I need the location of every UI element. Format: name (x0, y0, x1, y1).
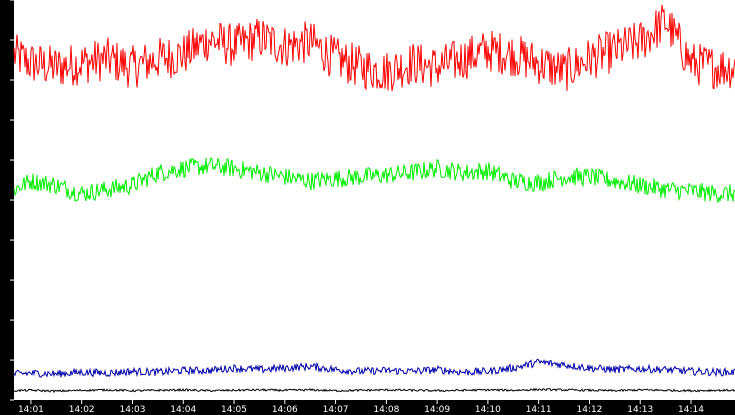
x-tick-label: 14:06 (272, 405, 298, 415)
y-tick-label: 949 (3, 303, 13, 320)
y-tick-label: 4274 (3, 17, 13, 40)
x-axis-band (0, 400, 735, 415)
series-layer (13, 4, 735, 394)
y-tick-label: 3324 (3, 97, 13, 120)
series-line-1 (13, 157, 735, 203)
x-tick-label: 14:01 (18, 405, 44, 415)
y-tick-label: 2374 (3, 177, 13, 200)
x-tick-layer: 14:01 14:02 14:03 14:04 14:05 14:06 14:07 14:08… (18, 400, 704, 415)
series-line-3 (13, 387, 735, 394)
y-tick-label: 3799 (3, 57, 13, 80)
x-tick-label: 14:13 (627, 405, 653, 415)
x-tick-label: 14:04 (170, 405, 196, 415)
series-line-2 (13, 358, 735, 378)
x-tick-label: 14:10 (475, 405, 501, 415)
x-tick-label: 14:14 (678, 405, 704, 415)
x-tick-label: 14:11 (526, 405, 552, 415)
y-axis-band (0, 0, 14, 400)
x-tick-label: 14:07 (323, 405, 349, 415)
x-tick-label: 14:02 (69, 405, 95, 415)
x-tick-label: 14:12 (576, 405, 602, 415)
x-tick-label: 14:09 (424, 405, 450, 415)
y-tick-label: 0 (3, 393, 13, 399)
y-tick-label: 474 (3, 343, 13, 360)
y-tick-label: 1424 (3, 257, 13, 280)
y-tick-label: 2849 (3, 137, 13, 160)
y-tick-label: 1899 (3, 217, 13, 240)
x-tick-label: 14:08 (373, 405, 399, 415)
series-line-0 (13, 4, 735, 92)
x-tick-label: 14:05 (221, 405, 247, 415)
y-tick-layer: 047494914241899237428493324379942744749 (3, 0, 14, 401)
x-tick-label: 14:03 (120, 405, 146, 415)
